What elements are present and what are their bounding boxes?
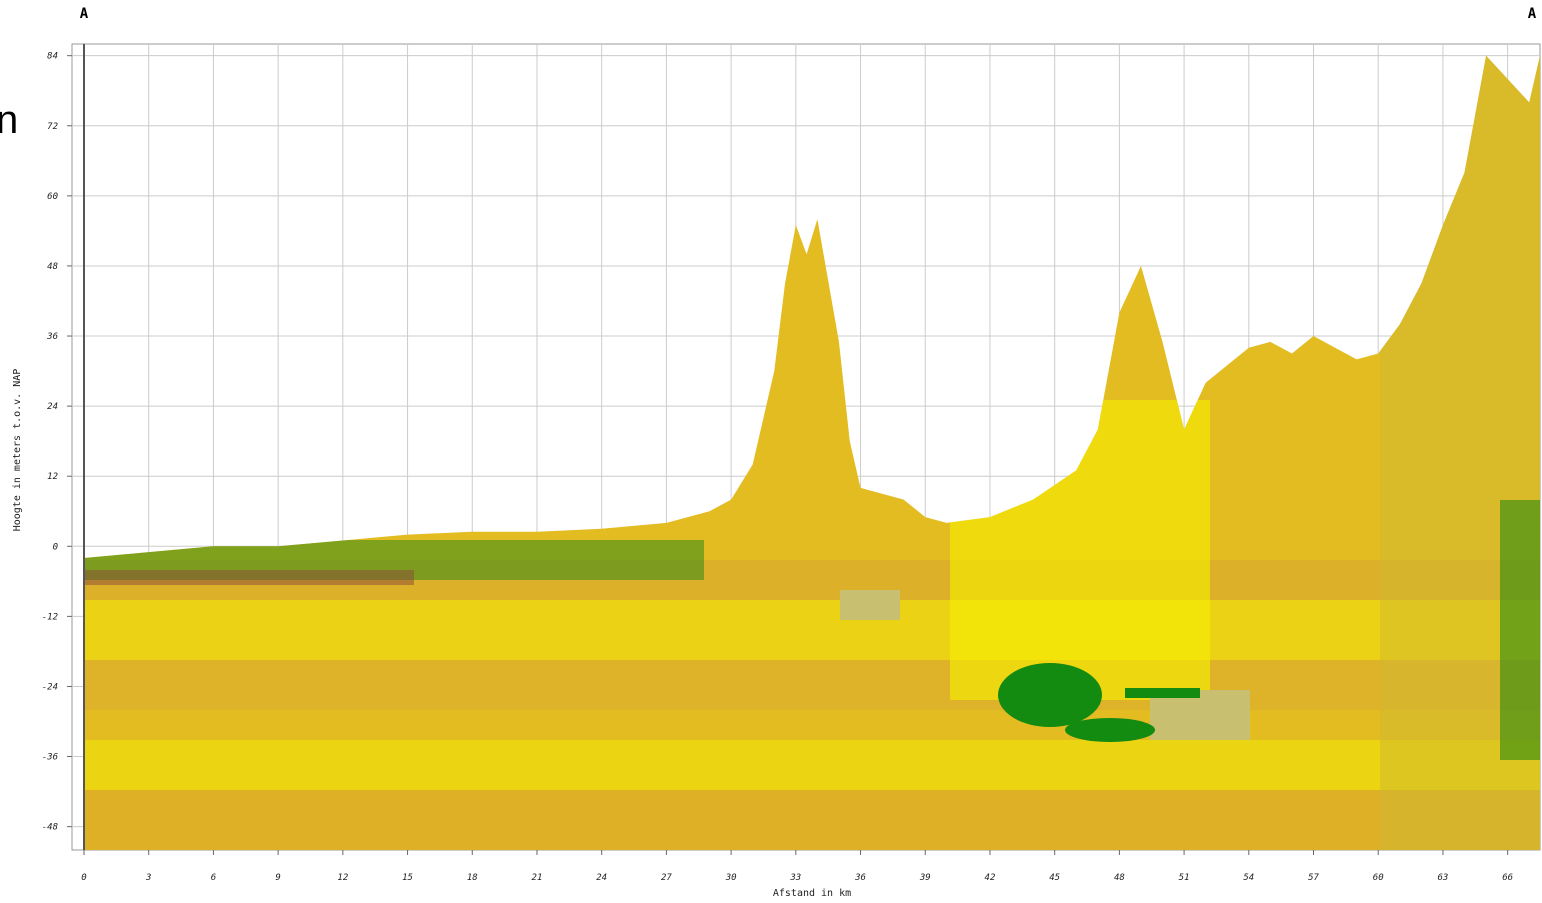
y-tick-label: -24 [42, 682, 58, 692]
x-tick-label: 57 [1308, 873, 1319, 883]
y-tick-label: 0 [53, 542, 58, 552]
layer [84, 600, 1540, 660]
x-tick-label: 63 [1438, 873, 1449, 883]
x-tick-label: 54 [1243, 873, 1254, 883]
y-tick-label: -48 [42, 823, 58, 833]
blob [998, 663, 1102, 727]
y-tick-label: 36 [46, 332, 58, 342]
layer [84, 570, 414, 585]
x-tick-label: 15 [402, 873, 413, 883]
x-tick-label: 27 [661, 873, 672, 883]
y-tick-label: 48 [47, 262, 58, 272]
x-tick-label: 42 [985, 873, 996, 883]
blob [1125, 688, 1200, 698]
x-tick-label: 12 [337, 873, 348, 883]
area-group [84, 56, 1540, 850]
x-tick-label: 21 [532, 873, 543, 883]
x-axis-label: Afstand in km [773, 888, 851, 899]
y-tick-label: -36 [42, 753, 58, 763]
y-tick-label: 72 [47, 122, 58, 132]
x-tick-label: 0 [81, 873, 86, 883]
cropped-text: n [0, 98, 18, 142]
x-tick-label: 3 [145, 873, 151, 883]
y-tick-label: 84 [47, 52, 58, 62]
section-label: A [80, 6, 89, 22]
x-tick-label: 45 [1049, 873, 1060, 883]
x-tick-label: 36 [854, 873, 866, 883]
layer [1500, 500, 1540, 760]
x-tick-label: 48 [1114, 873, 1125, 883]
y-tick-label: 24 [47, 402, 58, 412]
x-tick-label: 6 [211, 873, 216, 883]
x-tick-label: 33 [789, 873, 801, 883]
x-tick-label: 60 [1373, 873, 1384, 883]
y-tick-label: 12 [47, 472, 58, 482]
y-tick-label: 60 [47, 192, 58, 202]
layer [84, 790, 1540, 850]
area [84, 56, 1540, 850]
x-tick-label: 18 [467, 873, 478, 883]
x-tick-label: 51 [1179, 873, 1190, 883]
layer [84, 660, 1540, 710]
y-axis-label: Hoogte in meters t.o.v. NAP [12, 369, 23, 532]
x-tick-label: 39 [919, 873, 931, 883]
y-tick-label: -12 [42, 612, 58, 622]
x-tick-label: 9 [275, 873, 280, 883]
x-tick-label: 66 [1502, 873, 1513, 883]
chart: A A n 0369121518212427303336394245485154… [0, 0, 1542, 903]
section-label: A [1528, 6, 1537, 22]
x-tick-label: 30 [725, 873, 737, 883]
layer [840, 590, 900, 620]
blob [1065, 718, 1155, 742]
x-tick-label: 24 [596, 873, 607, 883]
layer [84, 740, 1540, 790]
layer [950, 400, 1210, 700]
